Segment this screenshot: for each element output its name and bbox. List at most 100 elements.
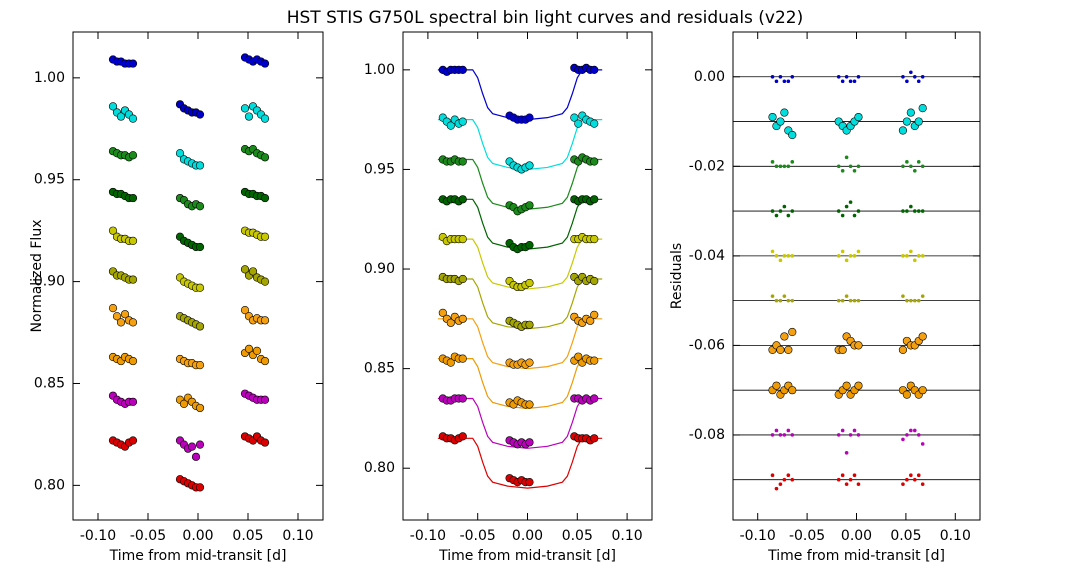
data-point — [788, 386, 797, 395]
data-point — [905, 160, 909, 164]
data-point — [778, 74, 783, 79]
data-point — [525, 161, 534, 170]
data-point — [790, 254, 795, 258]
data-point — [912, 74, 917, 79]
data-point — [844, 258, 849, 263]
data-point — [909, 204, 913, 209]
data-point — [195, 403, 205, 413]
data-point — [195, 242, 205, 252]
data-point — [778, 433, 783, 437]
data-point — [840, 79, 845, 84]
data-point — [844, 74, 849, 79]
data-point — [774, 298, 779, 303]
data-point — [916, 473, 921, 478]
data-point — [788, 130, 797, 140]
data-point — [260, 316, 270, 325]
data-point — [856, 209, 861, 213]
data-point — [778, 258, 783, 263]
data-point — [780, 332, 789, 341]
data-point — [848, 298, 853, 303]
data-point — [901, 164, 905, 169]
data-point — [786, 254, 791, 258]
data-point — [918, 104, 927, 113]
data-point — [260, 356, 270, 366]
data-point — [590, 310, 599, 319]
data-point — [252, 346, 262, 355]
y-tick-label: 0.00 — [694, 69, 725, 85]
data-point — [916, 433, 921, 437]
data-point — [786, 473, 791, 478]
data-point — [590, 65, 599, 74]
data-point — [782, 433, 787, 437]
data-point — [790, 209, 795, 213]
data-point — [195, 110, 205, 119]
data-point — [920, 209, 925, 213]
data-point — [128, 236, 138, 245]
data-point — [901, 74, 905, 79]
data-point — [116, 318, 126, 327]
data-point — [175, 149, 185, 158]
data-point — [525, 278, 534, 288]
data-point — [840, 428, 845, 433]
data-point — [260, 153, 270, 162]
y-tick-label: -0.02 — [689, 158, 725, 174]
data-point — [902, 390, 911, 399]
y-tick-label: 0.95 — [364, 161, 395, 177]
data-point — [912, 258, 917, 263]
data-point — [844, 204, 849, 209]
data-point — [446, 121, 455, 130]
data-point — [772, 381, 781, 390]
data-point — [920, 482, 925, 486]
data-point — [836, 164, 841, 169]
data-point — [856, 433, 861, 437]
data-point — [906, 108, 915, 117]
data-point — [909, 428, 913, 433]
data-point — [920, 164, 925, 169]
data-point — [570, 113, 579, 122]
x-tick-label: 0.10 — [612, 528, 643, 544]
data-point — [770, 294, 775, 298]
data-point — [128, 59, 138, 68]
data-point — [260, 438, 270, 447]
data-point — [195, 283, 205, 292]
data-point — [128, 193, 138, 203]
data-point — [525, 438, 534, 447]
data-point — [458, 432, 467, 441]
x-tick-label: 0.00 — [841, 528, 872, 544]
data-point — [240, 265, 250, 274]
data-point — [458, 274, 467, 284]
x-tick-label: 0.10 — [940, 528, 971, 544]
data-point — [916, 209, 921, 213]
data-point — [187, 442, 197, 451]
data-point — [116, 112, 126, 121]
data-point — [774, 254, 779, 258]
data-point — [790, 160, 795, 164]
data-point — [446, 318, 455, 327]
data-point — [848, 164, 853, 169]
data-point — [195, 483, 205, 492]
data-point — [918, 386, 927, 395]
data-point — [790, 298, 795, 303]
data-point — [770, 249, 775, 254]
data-point — [108, 303, 118, 313]
data-point — [909, 473, 913, 478]
x-tick-label: 0.10 — [282, 528, 313, 544]
data-point — [458, 195, 467, 204]
data-point — [920, 294, 925, 298]
y-tick-label: 0.85 — [364, 361, 395, 377]
x-tick-label: 0.00 — [182, 528, 213, 544]
data-point — [852, 79, 857, 84]
data-point — [112, 312, 122, 321]
data-point — [790, 74, 795, 79]
model-line — [437, 238, 603, 290]
data-point — [782, 254, 787, 258]
data-point — [901, 437, 905, 442]
x-tick-label: -0.05 — [130, 528, 166, 544]
data-point — [901, 294, 905, 298]
data-point — [786, 164, 791, 169]
y-tick-label: 1.00 — [364, 62, 395, 78]
data-point — [912, 168, 917, 173]
data-point — [852, 473, 857, 478]
